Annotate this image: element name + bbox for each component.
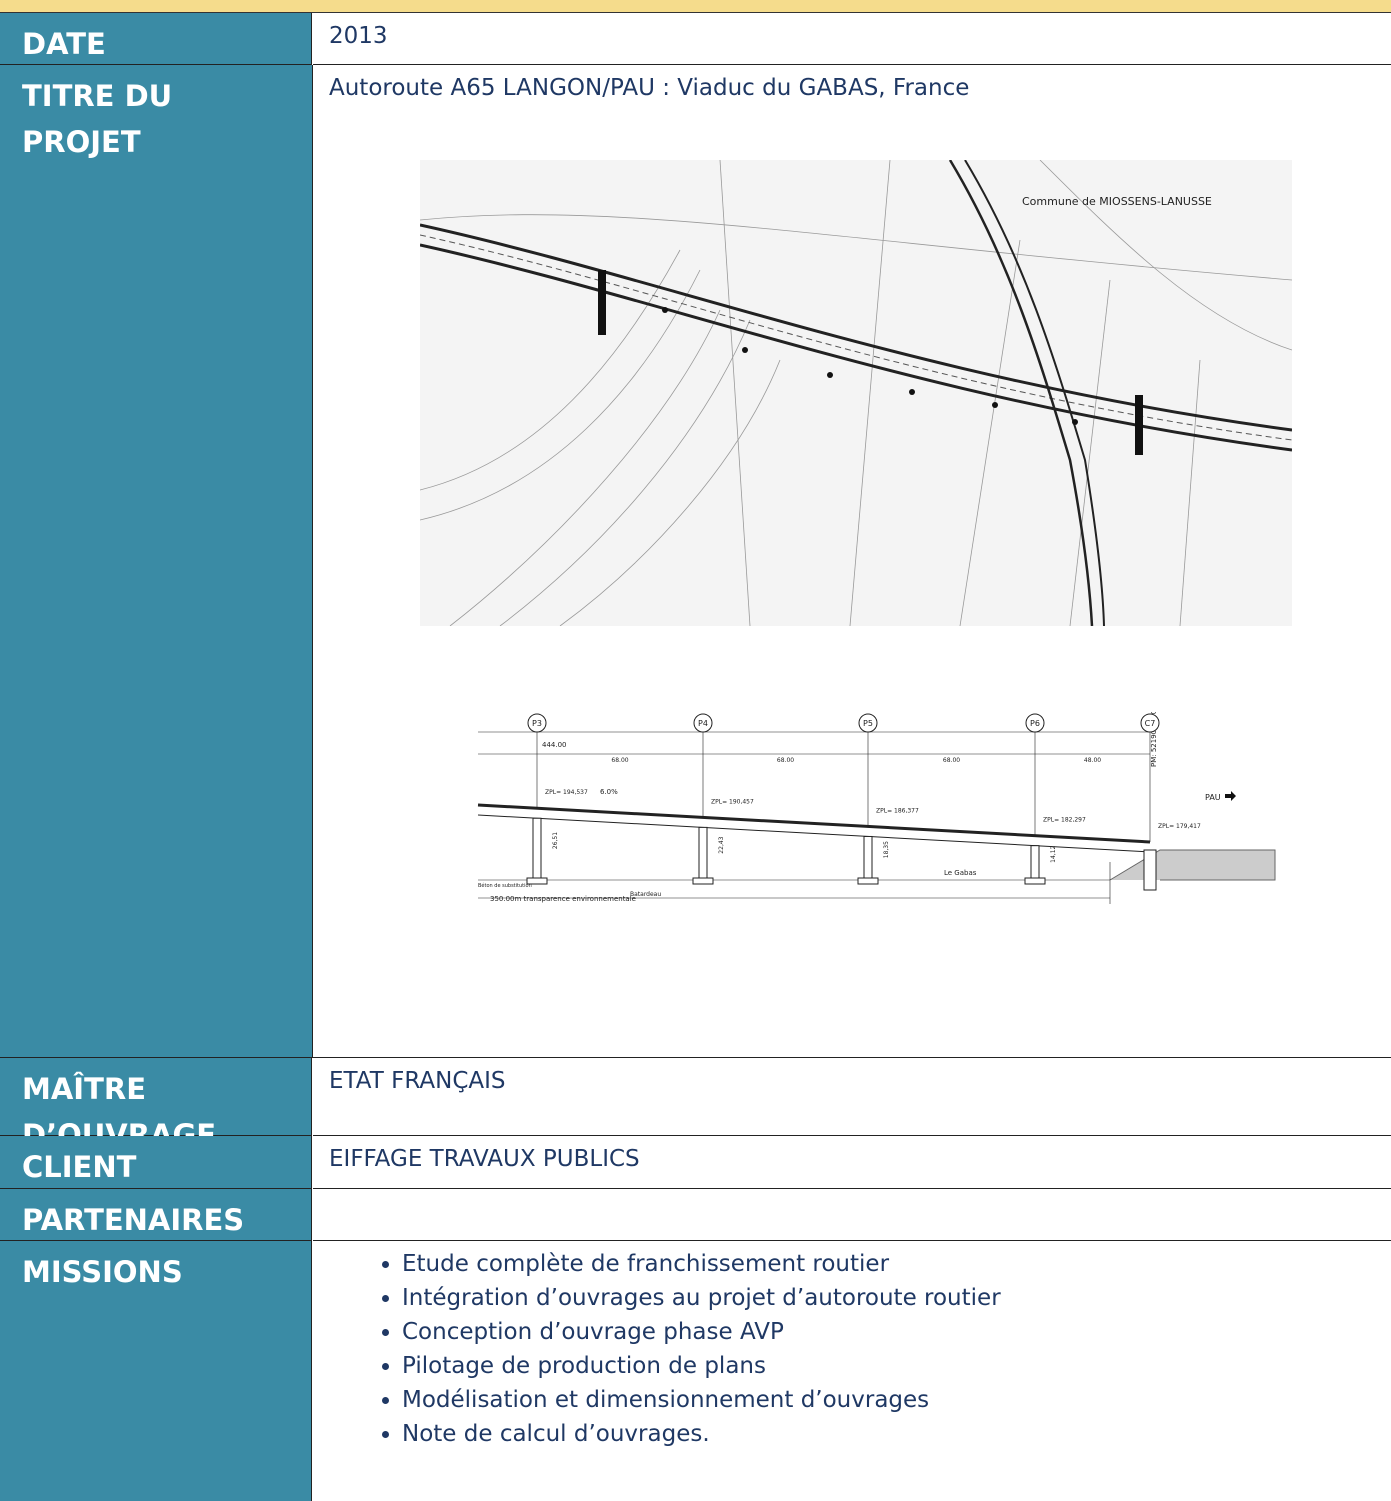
row-value: EIFFAGE TRAVAUX PUBLICS bbox=[313, 1136, 1391, 1189]
row-value: Etude complète de franchissement routier… bbox=[313, 1241, 1391, 1501]
zpl-label: ZPL= 186,377 bbox=[876, 807, 919, 814]
height-label: 26,51 bbox=[552, 832, 559, 849]
plan-drawing: Commune de MIOSSENS-LANUSSE bbox=[420, 160, 1292, 626]
footing bbox=[1024, 877, 1046, 885]
pier-label: C7 bbox=[1145, 719, 1156, 728]
footing bbox=[692, 877, 714, 885]
span-label: 68.00 bbox=[611, 757, 628, 764]
zpl-label: ZPL= 179,417 bbox=[1158, 823, 1201, 830]
height-label: 18,35 bbox=[883, 841, 890, 858]
zpl-label: ZPL= 190,457 bbox=[711, 798, 754, 805]
mission-item: Modélisation et dimensionnement d’ouvrag… bbox=[402, 1383, 1391, 1417]
span-label: 68.00 bbox=[777, 757, 794, 764]
row-label: DATE bbox=[0, 13, 312, 65]
mission-item: Intégration d’ouvrages au projet d’autor… bbox=[402, 1281, 1391, 1315]
label-cell bbox=[260, 65, 313, 1058]
pier bbox=[863, 835, 873, 881]
row-value: 2013 bbox=[313, 13, 1391, 65]
span-label: 48.00 bbox=[1084, 757, 1101, 764]
elevation-label: PAU bbox=[1205, 793, 1221, 802]
elevation-label: Batardeau bbox=[630, 891, 661, 898]
abutment bbox=[1143, 849, 1157, 891]
mission-list: Etude complète de franchissement routier… bbox=[329, 1247, 1391, 1451]
elevation-label: 444.00 bbox=[542, 741, 567, 749]
mission-item: Etude complète de franchissement routier bbox=[402, 1247, 1391, 1281]
pier-label: P6 bbox=[1030, 719, 1040, 728]
pier bbox=[1030, 845, 1040, 881]
height-label: 22,43 bbox=[718, 836, 725, 853]
row-label: CLIENT bbox=[0, 1136, 312, 1189]
pier bbox=[532, 817, 542, 881]
row-label: TITRE DU PROJET bbox=[0, 65, 260, 1058]
row-value: ETAT FRANÇAIS bbox=[313, 1058, 1391, 1136]
mission-item: Note de calcul d’ouvrages. bbox=[402, 1417, 1391, 1451]
mission-item: Conception d’ouvrage phase AVP bbox=[402, 1315, 1391, 1349]
footing bbox=[857, 877, 879, 885]
elevation-label: Le Gabas bbox=[944, 869, 977, 877]
elevation-label: Béton de substitution bbox=[478, 882, 532, 889]
pier-label: P3 bbox=[532, 719, 542, 728]
span-label: 68.00 bbox=[943, 757, 960, 764]
zpl-label: ZPL= 182,297 bbox=[1043, 817, 1086, 824]
footing bbox=[526, 877, 548, 885]
zpl-label: ZPL= 194,537 bbox=[545, 789, 588, 796]
elevation-label: 350.00m transparence environnementale bbox=[490, 895, 636, 903]
height-label: 14,12 bbox=[1050, 845, 1057, 862]
row-label: PARTENAIRES bbox=[0, 1189, 312, 1241]
row-label: MAÎTRE D’OUVRAGE bbox=[0, 1058, 312, 1152]
pier-label: P4 bbox=[698, 719, 708, 728]
top-bar bbox=[0, 0, 1391, 13]
row-value bbox=[313, 1189, 1391, 1241]
pier bbox=[698, 826, 708, 881]
elevation-drawing: 350.00m transparence environnementale 44… bbox=[477, 712, 1276, 904]
row-label: MISSIONS bbox=[0, 1241, 312, 1501]
pier-label: P5 bbox=[863, 719, 873, 728]
elevation-label: 6.0% bbox=[600, 788, 618, 796]
row-value: Autoroute A65 LANGON/PAU : Viaduc du GAB… bbox=[313, 65, 1391, 1058]
elevation-label: PM: 521906.450 bbox=[1150, 712, 1158, 767]
mission-item: Pilotage de production de plans bbox=[402, 1349, 1391, 1383]
plan-label: Commune de MIOSSENS-LANUSSE bbox=[1022, 195, 1212, 208]
